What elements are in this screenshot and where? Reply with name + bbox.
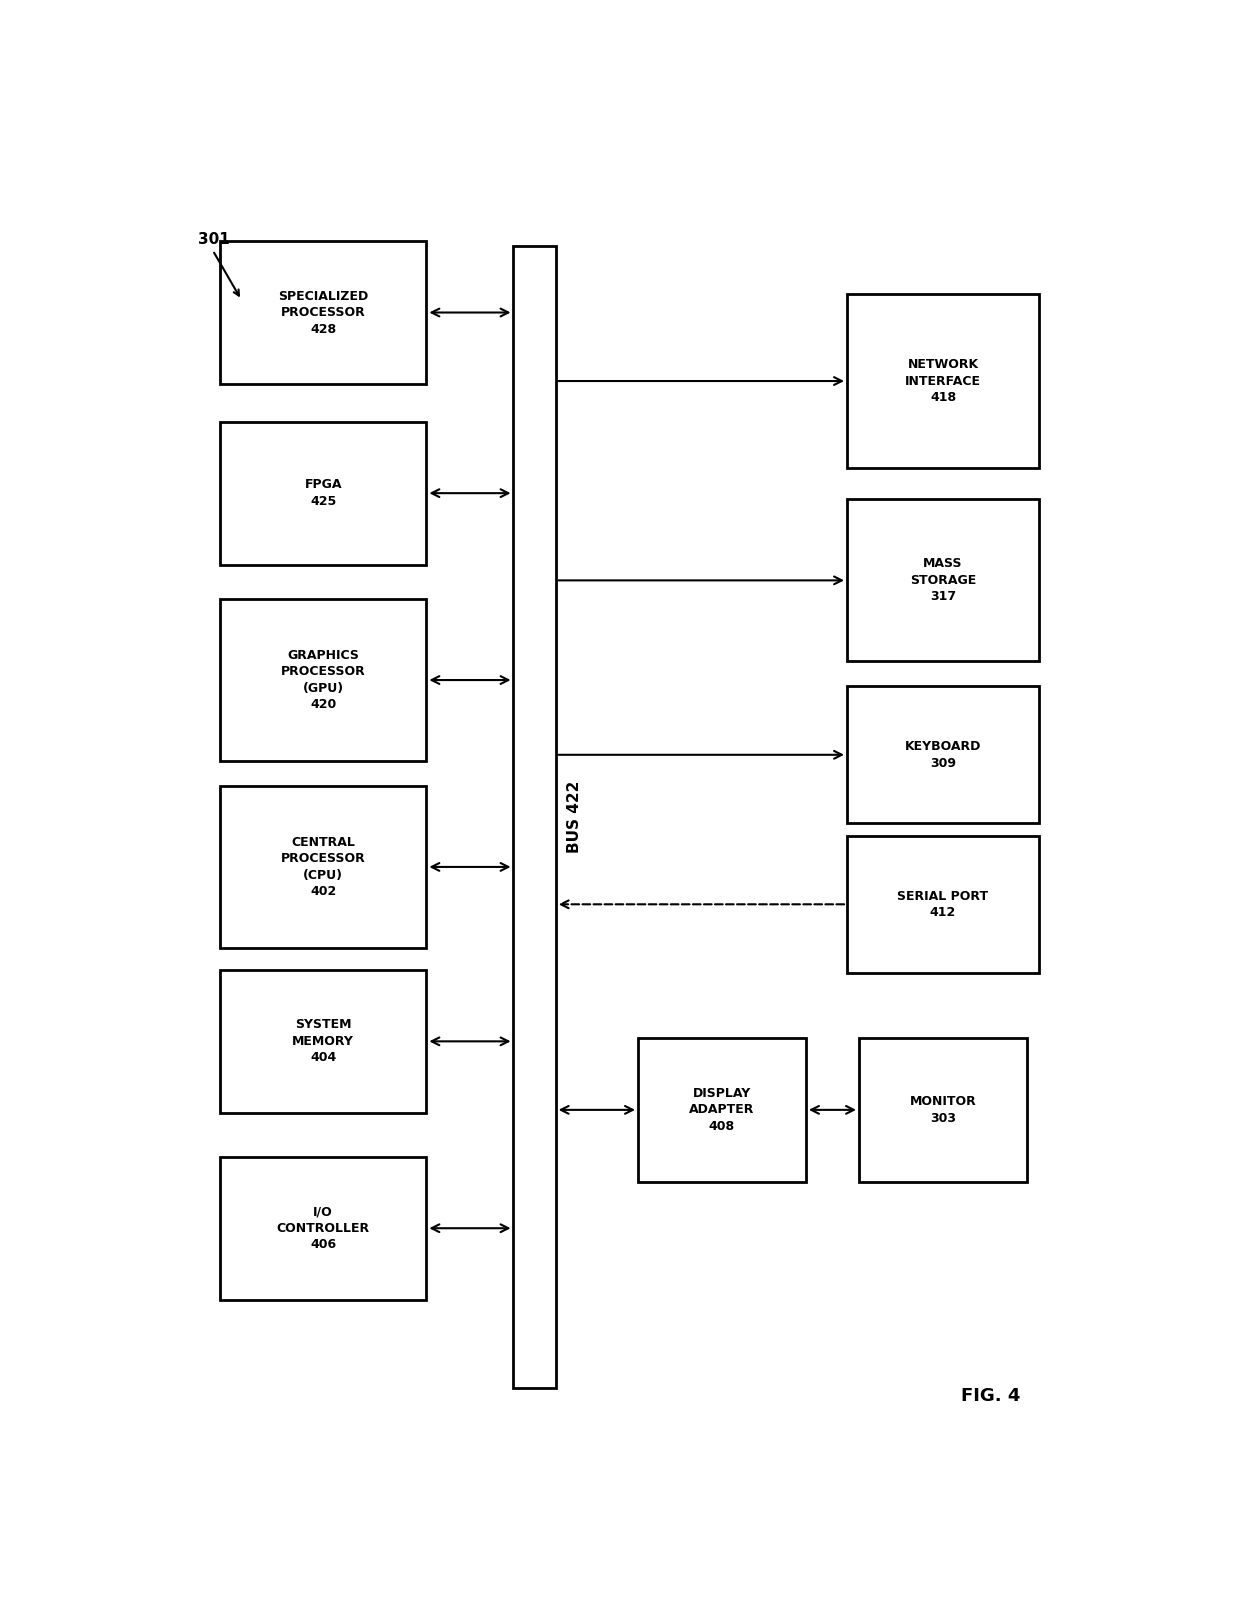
Bar <box>847 500 1039 662</box>
Bar <box>847 837 1039 972</box>
Text: BUS 422: BUS 422 <box>567 781 583 853</box>
Bar <box>847 294 1039 468</box>
Text: DISPLAY
ADAPTER
408: DISPLAY ADAPTER 408 <box>689 1087 755 1133</box>
Text: MONITOR
303: MONITOR 303 <box>910 1095 976 1125</box>
Text: SPECIALIZED
PROCESSOR
428: SPECIALIZED PROCESSOR 428 <box>278 290 368 335</box>
Text: CENTRAL
PROCESSOR
(CPU)
402: CENTRAL PROCESSOR (CPU) 402 <box>280 835 366 898</box>
Bar <box>219 241 427 383</box>
Text: SYSTEM
MEMORY
404: SYSTEM MEMORY 404 <box>293 1018 355 1065</box>
Bar <box>513 246 556 1388</box>
Bar <box>219 1157 427 1299</box>
Text: FIG. 4: FIG. 4 <box>961 1387 1021 1406</box>
Bar <box>847 686 1039 824</box>
Text: SERIAL PORT
412: SERIAL PORT 412 <box>898 890 988 919</box>
Text: I/O
CONTROLLER
406: I/O CONTROLLER 406 <box>277 1205 370 1251</box>
Bar <box>219 422 427 565</box>
Bar <box>637 1039 806 1181</box>
Text: MASS
STORAGE
317: MASS STORAGE 317 <box>910 557 976 604</box>
Bar <box>859 1039 1027 1181</box>
Bar <box>219 969 427 1113</box>
Text: KEYBOARD
309: KEYBOARD 309 <box>905 739 981 770</box>
Text: NETWORK
INTERFACE
418: NETWORK INTERFACE 418 <box>905 358 981 404</box>
Bar <box>219 599 427 760</box>
Text: GRAPHICS
PROCESSOR
(GPU)
420: GRAPHICS PROCESSOR (GPU) 420 <box>280 649 366 712</box>
Text: FPGA
425: FPGA 425 <box>305 479 342 508</box>
Bar <box>219 786 427 948</box>
Text: 301: 301 <box>198 231 229 246</box>
